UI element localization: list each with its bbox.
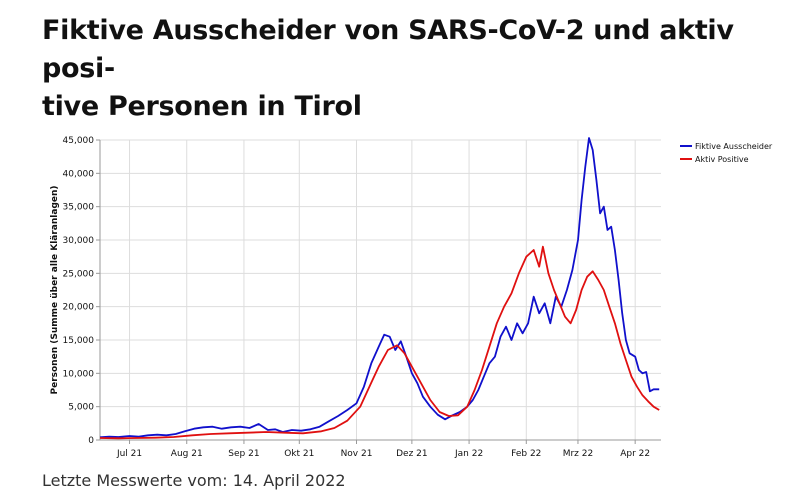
y-tick-label: 20,000 — [63, 303, 95, 313]
x-tick-label: Aug 21 — [171, 449, 203, 459]
y-tick-label: 45,000 — [63, 136, 95, 146]
y-axis-label: Personen (Summe über alle Kläranlagen) — [50, 185, 60, 394]
legend-label-fiktive-ausscheider: Fiktive Ausscheider — [695, 142, 773, 151]
title-line-1: Fiktive Ausscheider von SARS-CoV-2 und a… — [42, 15, 734, 84]
y-tick-label: 15,000 — [63, 336, 95, 346]
axes-layer — [99, 140, 661, 441]
grid-layer — [100, 139, 661, 440]
legend-label-aktiv-positive: Aktiv Positive — [695, 155, 749, 164]
title-line-2: tive Personen in Tirol — [42, 91, 362, 122]
x-tick-labels: Jul 21 Aug 21 Sep 21 Okt 21 Nov 21 Dez 21 Jan … — [116, 440, 650, 459]
y-tick-labels: 0 5,000 10,000 15,000 20,000 25,000 30,000 35,0… — [63, 136, 100, 446]
series-line-fiktive-ausscheider — [99, 137, 660, 439]
y-tick-label: 30,000 — [63, 236, 95, 246]
page-title: Fiktive Ausscheider von SARS-CoV-2 und a… — [42, 12, 782, 126]
x-tick-label: Mrz 22 — [563, 449, 594, 459]
x-tick-label: Nov 21 — [341, 449, 373, 459]
x-tick-label: Jan 22 — [454, 449, 483, 459]
y-tick-label: 40,000 — [63, 169, 95, 179]
x-tick-label: Feb 22 — [511, 449, 541, 459]
x-tick-label: Dez 21 — [396, 449, 428, 459]
x-tick-label: Sep 21 — [228, 449, 259, 459]
series-line-aktiv-positive — [99, 245, 660, 440]
y-tick-label: 25,000 — [63, 269, 95, 279]
legend: Fiktive Ausscheider Aktiv Positive — [680, 142, 773, 164]
y-tick-label: 0 — [88, 436, 94, 446]
line-chart: 0 5,000 10,000 15,000 20,000 25,000 30,000 35,0… — [50, 136, 773, 459]
y-tick-label: 35,000 — [63, 203, 95, 213]
y-tick-label: 5,000 — [68, 403, 94, 413]
x-tick-label: Jul 21 — [116, 449, 142, 459]
x-tick-label: Okt 21 — [284, 449, 314, 459]
series-layer — [99, 137, 660, 440]
x-tick-label: Apr 22 — [620, 449, 650, 459]
footnote-last-measurement: Letzte Messwerte vom: 14. April 2022 — [42, 471, 346, 490]
y-tick-label: 10,000 — [63, 369, 95, 379]
